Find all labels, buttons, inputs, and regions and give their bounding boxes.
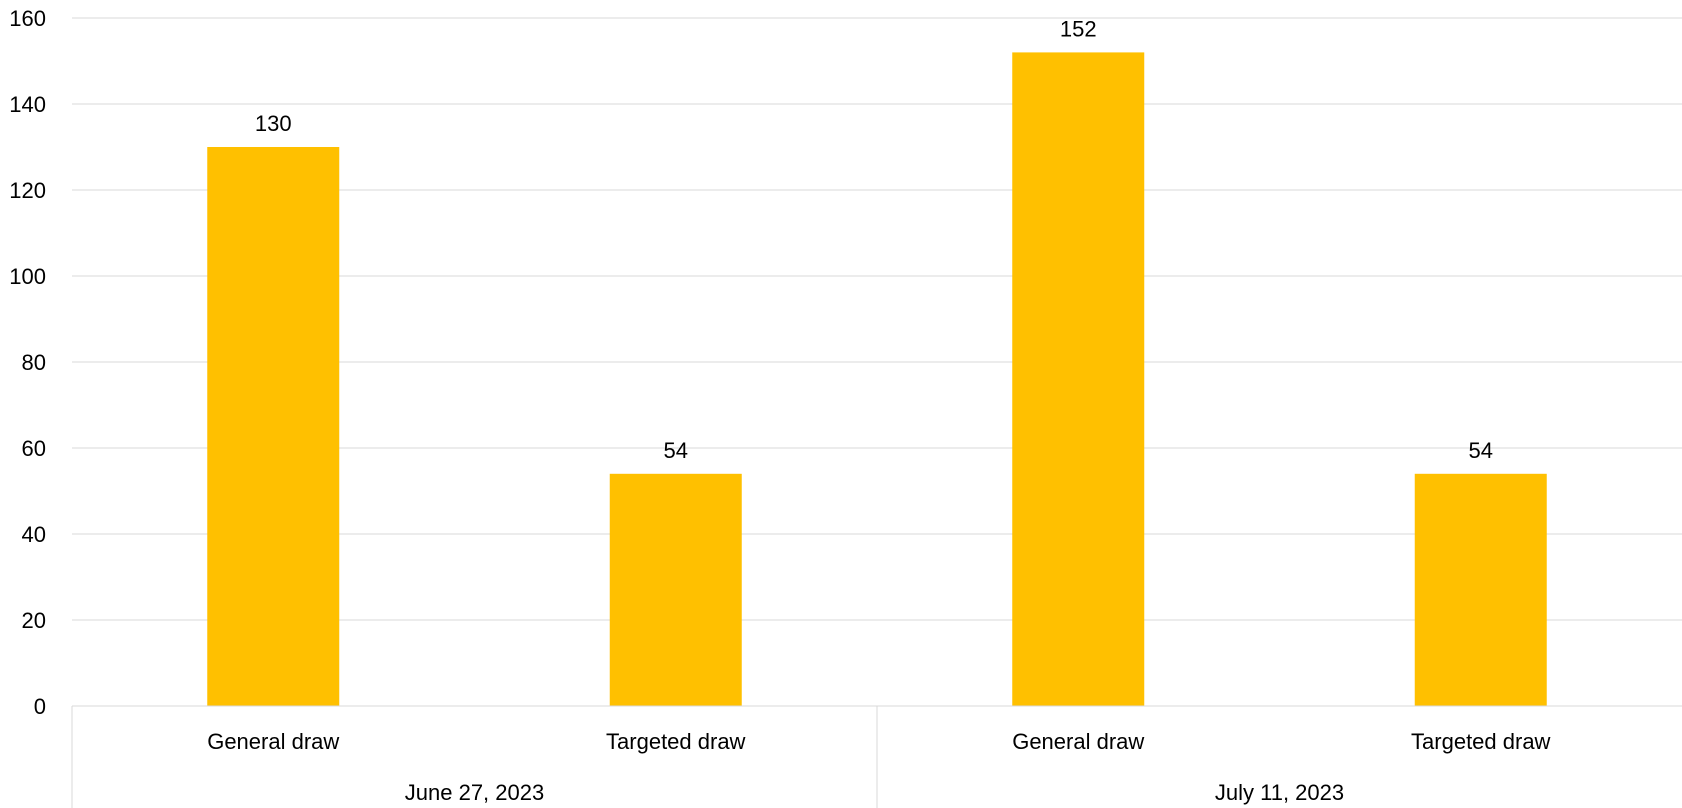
category-label: General draw [207, 729, 339, 754]
data-label: 130 [255, 111, 292, 136]
data-labels: 130 54 152 54 [255, 16, 1493, 462]
y-tick-label: 80 [22, 350, 46, 375]
category-label: Targeted draw [606, 729, 746, 754]
data-label: 152 [1060, 16, 1097, 41]
y-tick-label: 100 [9, 264, 46, 289]
y-tick-label: 120 [9, 178, 46, 203]
y-tick-label: 40 [22, 522, 46, 547]
bar [1414, 473, 1547, 706]
data-label: 54 [664, 438, 688, 463]
category-label: General draw [1012, 729, 1144, 754]
y-tick-label: 140 [9, 92, 46, 117]
data-label: 54 [1469, 438, 1493, 463]
gridlines [72, 17, 1682, 621]
y-axis: 0 20 40 60 80 100 120 140 160 [9, 6, 46, 719]
bar [1012, 52, 1145, 706]
group-label: July 11, 2023 [1215, 780, 1344, 805]
y-tick-label: 160 [9, 6, 46, 31]
group-label: June 27, 2023 [405, 780, 544, 805]
bar [609, 473, 742, 706]
x-axis: General draw Targeted draw General draw Tar… [71, 705, 1682, 808]
category-label: Targeted draw [1411, 729, 1551, 754]
bars [207, 52, 1547, 706]
y-tick-label: 0 [34, 694, 46, 719]
y-tick-label: 20 [22, 608, 46, 633]
y-tick-label: 60 [22, 436, 46, 461]
bar [207, 147, 340, 706]
